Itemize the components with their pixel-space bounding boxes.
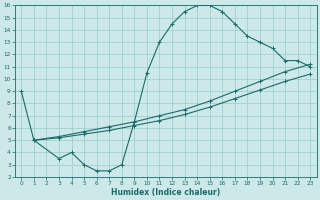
X-axis label: Humidex (Indice chaleur): Humidex (Indice chaleur) — [111, 188, 220, 197]
